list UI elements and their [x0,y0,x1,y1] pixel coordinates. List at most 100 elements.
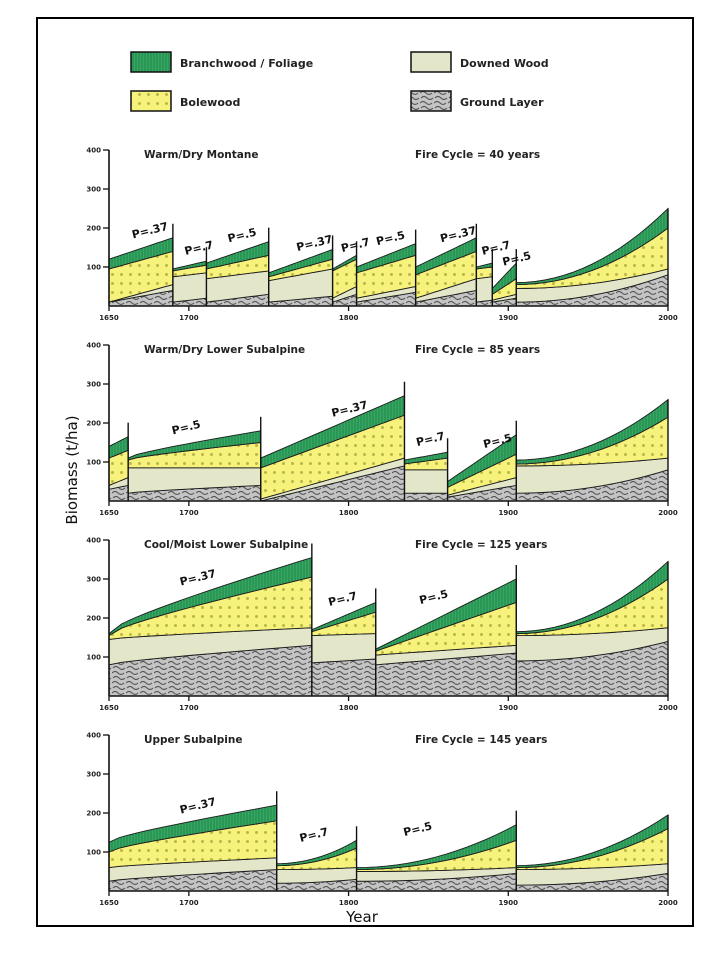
area-downed [172,272,207,303]
y-tick-label: 200 [86,420,101,428]
legend-swatch-bole [130,90,172,112]
y-tick-label: 100 [86,849,101,857]
probability-label: P=.37 [131,220,170,242]
panel-title: Upper Subalpine [144,734,242,746]
probability-label: P=.37 [178,567,217,589]
x-tick-label: 2000 [658,704,678,712]
panel-title: Warm/Dry Montane [144,149,258,161]
segment: P=.7 [311,543,377,697]
x-tick-label: 1900 [499,314,519,322]
segment: P=.37 [108,220,174,307]
panel-title: Warm/Dry Lower Subalpine [144,344,305,356]
legend-item-bole: Bolewood [130,90,240,112]
probability-label: P=.5 [418,587,449,607]
probability-label: P=.7 [415,429,446,449]
legend-item-ground: Ground Layer [410,90,544,112]
probability-label: P=.37 [178,795,217,817]
x-tick-label: 1700 [179,704,199,712]
area-ground [404,492,449,502]
panel-4: Upper Subalpine Fire Cycle = 145 years P=.… [86,732,677,908]
area-downed [311,633,377,664]
segment: P=.5 [127,418,262,502]
y-tick-label: 400 [86,342,101,350]
x-axis-label: Year [345,908,379,926]
legend-swatch-branch [130,51,172,73]
segment: P=.5 [446,431,517,502]
panel-fire-cycle: Fire Cycle = 40 years [415,149,540,161]
y-axis-label: Biomass (t/ha) [63,415,81,524]
x-tick-label: 1800 [339,314,359,322]
panel-fire-cycle: Fire Cycle = 145 years [415,734,547,746]
x-tick-label: 1700 [179,314,199,322]
segment [108,435,129,502]
segment: P=.37 [414,224,478,307]
segment: P=.5 [375,578,517,697]
probability-label: P=.5 [226,226,257,246]
legend-label-bole: Bolewood [180,96,240,109]
legend-label-downed: Downed Wood [460,57,549,70]
area-bole [375,601,517,656]
segment: P=.5 [205,226,270,307]
y-tick-label: 100 [86,459,101,467]
segment: P=.5 [355,819,517,892]
y-tick-label: 100 [86,654,101,662]
panel-3: Cool/Moist Lower Subalpine Fire Cycle = 1… [86,537,677,713]
x-tick-label: 1800 [339,509,359,517]
y-tick-label: 200 [86,615,101,623]
y-tick-label: 100 [86,264,101,272]
y-tick-label: 300 [86,381,101,389]
y-tick-label: 400 [86,732,101,740]
segment [515,398,669,502]
y-tick-label: 400 [86,537,101,545]
probability-label: P=.7 [340,235,371,255]
probability-label: P=.5 [375,229,406,249]
legend-swatch-downed [410,51,452,73]
legend-label-branch: Branchwood / Foliage [180,57,313,70]
probability-label: P=.5 [170,418,201,438]
y-tick-label: 200 [86,810,101,818]
x-tick-label: 1650 [99,704,119,712]
segment: P=.37 [108,795,278,892]
x-tick-label: 1700 [179,899,199,907]
x-tick-label: 1800 [339,899,359,907]
area-downed [475,276,493,303]
x-tick-label: 1650 [99,509,119,517]
y-tick-label: 300 [86,576,101,584]
x-tick-label: 1900 [499,509,519,517]
panel-1: Warm/Dry Montane Fire Cycle = 40 years P=.… [86,147,677,323]
segment: P=.5 [355,229,417,307]
segment [515,810,669,892]
segment: P=.37 [108,556,313,697]
panel-2: Warm/Dry Lower Subalpine Fire Cycle = 85 … [86,342,677,518]
y-tick-label: 400 [86,147,101,155]
panels: Warm/Dry Montane Fire Cycle = 40 years P=.… [86,147,677,908]
panel-fire-cycle: Fire Cycle = 125 years [415,539,547,551]
segment [515,207,669,307]
probability-label: P=.7 [183,238,214,258]
x-tick-label: 1800 [339,704,359,712]
area-downed [404,469,449,494]
probability-label: P=.7 [298,825,329,845]
segment [515,560,669,697]
segment: P=.7 [276,791,358,892]
x-tick-label: 2000 [658,899,678,907]
area-ground [311,658,377,697]
probability-label: P=.5 [402,819,433,839]
legend-item-downed: Downed Wood [410,51,549,73]
legend: Branchwood / Foliage Downed Wood Bolewoo… [130,51,549,112]
panel-fire-cycle: Fire Cycle = 85 years [415,344,540,356]
segment: P=.37 [268,227,334,307]
legend-label-ground: Ground Layer [460,96,544,109]
y-tick-label: 300 [86,771,101,779]
x-tick-label: 1650 [99,314,119,322]
segment: P=.7 [172,223,215,307]
x-tick-label: 2000 [658,509,678,517]
legend-item-branch: Branchwood / Foliage [130,51,313,73]
x-tick-label: 1900 [499,899,519,907]
legend-swatch-ground [410,90,452,112]
segment: P=.7 [403,381,449,502]
y-tick-label: 300 [86,186,101,194]
x-tick-label: 1700 [179,509,199,517]
y-tick-label: 200 [86,225,101,233]
